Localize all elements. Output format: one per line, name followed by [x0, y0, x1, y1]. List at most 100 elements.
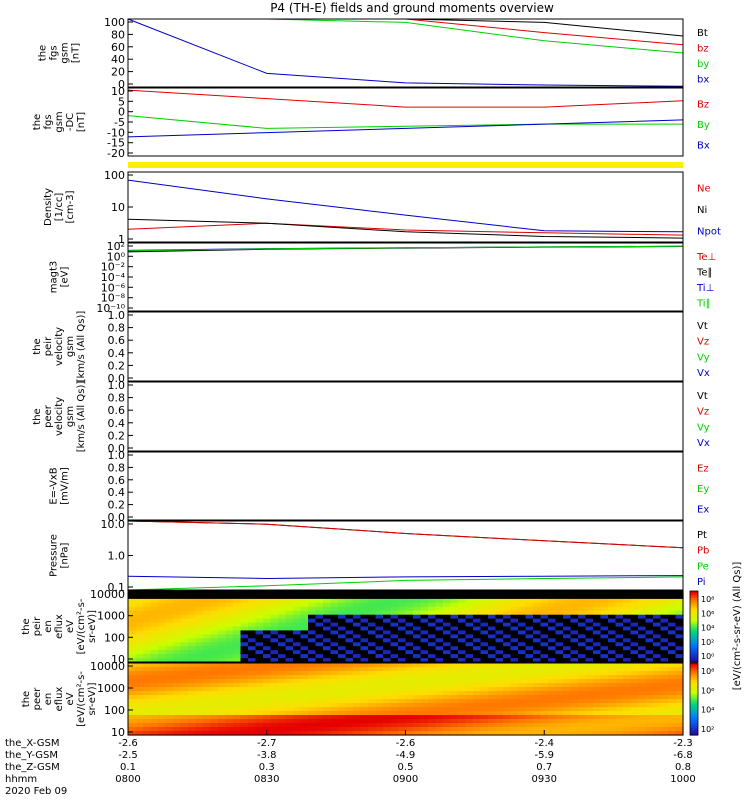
spectrogram-cell	[225, 658, 234, 663]
spectrogram-cell	[293, 638, 302, 643]
spectrogram-cell	[615, 642, 624, 647]
y-axis-label: the	[21, 618, 32, 634]
spectrogram-cell	[375, 663, 384, 668]
colorbar-segment	[690, 713, 698, 717]
spectrogram-cell	[533, 723, 542, 728]
spectrogram-cell	[458, 719, 467, 724]
spectrogram-cell	[330, 687, 339, 692]
spectrogram-cell	[203, 699, 212, 704]
spectrogram-cell	[300, 654, 309, 659]
spectrogram-cell	[360, 675, 369, 680]
spectrogram-cell	[540, 711, 549, 716]
spectrogram-cell	[143, 711, 152, 716]
spectrogram-cell	[255, 642, 264, 647]
spectrogram-cell	[353, 638, 362, 643]
spectrogram-cell	[570, 719, 579, 724]
spectrogram-cell	[150, 699, 159, 704]
spectrogram-cell	[390, 658, 399, 663]
spectrogram-cell	[458, 654, 467, 659]
spectrogram-cell	[465, 727, 474, 732]
spectrogram-cell	[165, 719, 174, 724]
spectrogram-cell	[300, 591, 309, 596]
spectrogram-cell	[548, 634, 557, 639]
spectrogram-cell	[600, 622, 609, 628]
spectrogram-cell	[383, 719, 392, 724]
spectrogram-cell	[330, 715, 339, 720]
spectrogram-cell	[555, 591, 564, 596]
spectrogram-cell	[413, 687, 422, 692]
spectrogram-cell	[548, 715, 557, 720]
spectrogram-cell	[293, 618, 302, 624]
spectrogram-cell	[330, 707, 339, 712]
spectrogram-cell	[203, 667, 212, 672]
spectrogram-cell	[263, 683, 272, 688]
spectrogram-cell	[203, 719, 212, 724]
spectrogram-cell	[585, 731, 594, 736]
spectrogram-cell	[593, 614, 602, 620]
spectrogram-cell	[323, 638, 332, 643]
spectrogram-cell	[353, 610, 362, 616]
spectrogram-cell	[548, 602, 557, 608]
colorbar-segment	[690, 624, 698, 628]
spectrogram-cell	[383, 707, 392, 712]
spectrogram-cell	[128, 598, 137, 604]
spectrogram-cell	[638, 654, 647, 659]
spectrogram-cell	[143, 602, 152, 608]
y-axis-label: peer	[32, 687, 43, 711]
spectrogram-cell	[653, 719, 662, 724]
spectrogram-cell	[368, 715, 377, 720]
y-axis-label: [eV]	[60, 267, 71, 288]
spectrogram-cell	[473, 667, 482, 672]
x-tick-label: -6.8	[673, 750, 693, 761]
spectrogram-cell	[548, 731, 557, 736]
y-tick-label: 10	[111, 85, 125, 98]
spectrogram-cell	[338, 683, 347, 688]
spectrogram-cell	[608, 727, 617, 732]
spectrogram-cell	[525, 626, 534, 631]
spectrogram-cell	[150, 634, 159, 639]
spectrogram-cell	[675, 658, 684, 663]
spectrogram-cell	[383, 654, 392, 659]
spectrogram-cell	[413, 618, 422, 624]
spectrogram-cell	[293, 715, 302, 720]
series-line-Bz	[127, 89, 684, 108]
spectrogram-cell	[173, 591, 182, 596]
spectrogram-cell	[450, 663, 459, 668]
spectrogram-cell	[300, 606, 309, 612]
spectrogram-cell	[210, 614, 219, 620]
y-tick-label: 100	[104, 16, 125, 29]
colorbar-label: [eV/(cm²-s-sr-eV) (All Qs)]	[732, 562, 743, 691]
spectrogram-cell	[555, 683, 564, 688]
spectrogram-cell	[420, 646, 429, 651]
spectrogram-cell	[173, 679, 182, 684]
spectrogram-cell	[128, 618, 137, 624]
spectrogram-cell	[368, 719, 377, 724]
spectrogram-cell	[293, 675, 302, 680]
spectrogram-cell	[660, 675, 669, 680]
spectrogram-cell	[533, 683, 542, 688]
spectrogram-cell	[293, 654, 302, 659]
spectrogram-cell	[630, 711, 639, 716]
spectrogram-cell	[293, 683, 302, 688]
spectrogram-cell	[563, 695, 572, 700]
spectrogram-cell	[435, 723, 444, 728]
spectrogram-cell	[645, 699, 654, 704]
spectrogram-cell	[615, 634, 624, 639]
spectrogram-cell	[338, 658, 347, 663]
spectrogram-cell	[653, 610, 662, 616]
spectrogram-cell	[503, 691, 512, 696]
spectrogram-cell	[233, 650, 242, 655]
y-tick-label: 0.6	[108, 404, 126, 417]
spectrogram-cell	[593, 719, 602, 724]
spectrogram-cell	[465, 731, 474, 736]
spectrogram-cell	[540, 703, 549, 708]
spectrogram-cell	[413, 594, 422, 600]
spectrogram-cell	[368, 671, 377, 676]
spectrogram-cell	[600, 667, 609, 672]
spectrogram-cell	[533, 675, 542, 680]
y-tick-label: 0	[118, 78, 125, 91]
spectrogram-cell	[495, 650, 504, 655]
spectrogram-cell	[578, 675, 587, 680]
spectrogram-cell	[428, 699, 437, 704]
spectrogram-cell	[188, 695, 197, 700]
